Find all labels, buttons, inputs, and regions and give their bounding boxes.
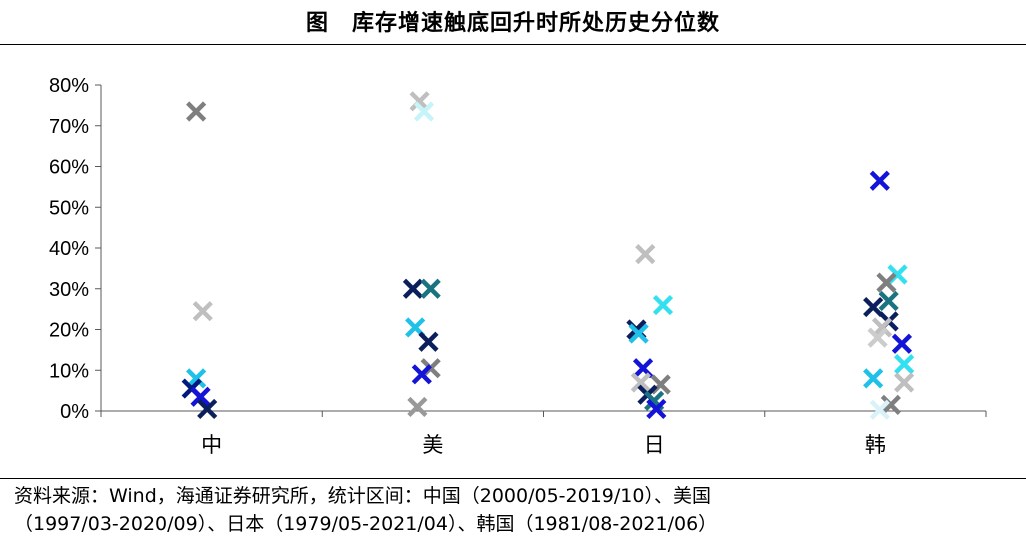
data-point-marker (867, 327, 888, 348)
data-point-marker (192, 301, 213, 322)
data-point-marker (894, 372, 915, 393)
source-divider (0, 478, 1026, 479)
y-tick-label: 60% (49, 157, 89, 179)
data-point-marker (869, 170, 890, 191)
y-tick-label: 10% (49, 360, 89, 382)
scatter-chart: 0% 10% 20% 30% 40% 50% 60% 70% 80% 中 美 日 韩 (49, 75, 987, 457)
data-point-marker (863, 368, 884, 389)
data-point-marker (413, 101, 435, 122)
data-point-marker (880, 394, 901, 415)
data-point-marker (635, 244, 656, 265)
source-line-1: 资料来源：Wind，海通证券研究所，统计区间：中国（2000/05-2019/1… (14, 485, 711, 507)
data-point-marker (409, 91, 430, 112)
x-tick-label: 韩 (865, 433, 886, 457)
source-line-2: （1997/03-2020/09）、日本（1979/05-2021/04）、韩国… (14, 513, 718, 535)
y-tick-label: 0% (60, 401, 89, 423)
data-point-marker (411, 364, 432, 385)
data-point-marker (871, 317, 893, 338)
data-point-marker (402, 278, 424, 299)
data-point-marker (878, 290, 899, 312)
data-point-marker (420, 278, 441, 299)
data-point-marker (630, 372, 651, 393)
data-point-marker (190, 386, 211, 407)
y-tick-label: 50% (49, 197, 89, 219)
y-tick-label: 40% (49, 238, 89, 260)
y-tick-label: 30% (49, 279, 89, 301)
x-tick-label: 日 (644, 433, 665, 457)
title-divider (0, 44, 1026, 45)
data-point-marker (186, 368, 207, 389)
y-tick-label: 20% (49, 320, 89, 342)
data-point-marker (646, 398, 667, 420)
data-point-marker (869, 399, 890, 420)
source-note: 资料来源：Wind，海通证券研究所，统计区间：中国（2000/05-2019/1… (14, 482, 1014, 538)
data-point-marker (652, 294, 674, 316)
data-point-marker (418, 331, 439, 352)
data-point-marker (186, 101, 207, 122)
data-point-marker (628, 323, 649, 344)
data-point-marker (876, 272, 897, 293)
y-tick-label: 80% (49, 75, 89, 97)
data-point-marker (197, 398, 218, 420)
data-point-marker (894, 354, 915, 375)
data-point-marker (863, 296, 884, 318)
chart-title: 图 库存增速触底回升时所处历史分位数 (305, 10, 720, 36)
data-point-marker (891, 333, 913, 354)
y-tick-label: 70% (49, 116, 89, 138)
x-tick-label: 美 (422, 433, 443, 457)
data-point-marker (407, 396, 428, 418)
x-tick-label: 中 (201, 433, 222, 457)
